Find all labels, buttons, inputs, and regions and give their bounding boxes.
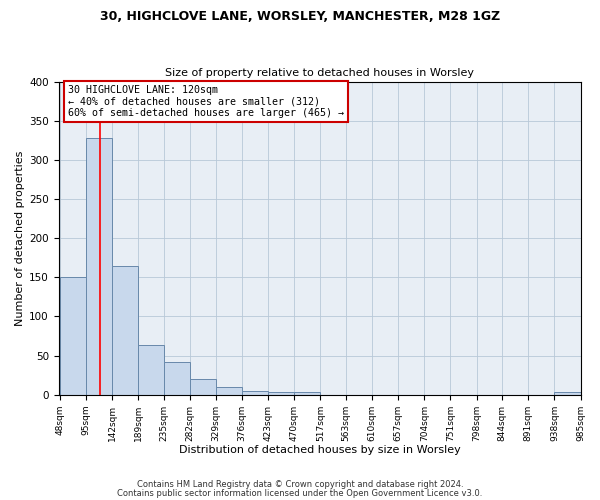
- Bar: [190, 379, 216, 394]
- Bar: [268, 392, 294, 394]
- Text: Contains public sector information licensed under the Open Government Licence v3: Contains public sector information licen…: [118, 488, 482, 498]
- Text: Contains HM Land Registry data © Crown copyright and database right 2024.: Contains HM Land Registry data © Crown c…: [137, 480, 463, 489]
- X-axis label: Distribution of detached houses by size in Worsley: Distribution of detached houses by size …: [179, 445, 460, 455]
- Title: Size of property relative to detached houses in Worsley: Size of property relative to detached ho…: [165, 68, 474, 78]
- Text: 30, HIGHCLOVE LANE, WORSLEY, MANCHESTER, M28 1GZ: 30, HIGHCLOVE LANE, WORSLEY, MANCHESTER,…: [100, 10, 500, 23]
- Bar: [86, 138, 112, 394]
- Bar: [216, 387, 242, 394]
- Text: 30 HIGHCLOVE LANE: 120sqm
← 40% of detached houses are smaller (312)
60% of semi: 30 HIGHCLOVE LANE: 120sqm ← 40% of detac…: [68, 84, 344, 118]
- Bar: [554, 392, 581, 394]
- Bar: [294, 392, 320, 394]
- Bar: [112, 266, 138, 394]
- Y-axis label: Number of detached properties: Number of detached properties: [15, 150, 25, 326]
- Bar: [242, 391, 268, 394]
- Bar: [164, 362, 190, 394]
- Bar: [60, 276, 86, 394]
- Bar: [138, 344, 164, 395]
